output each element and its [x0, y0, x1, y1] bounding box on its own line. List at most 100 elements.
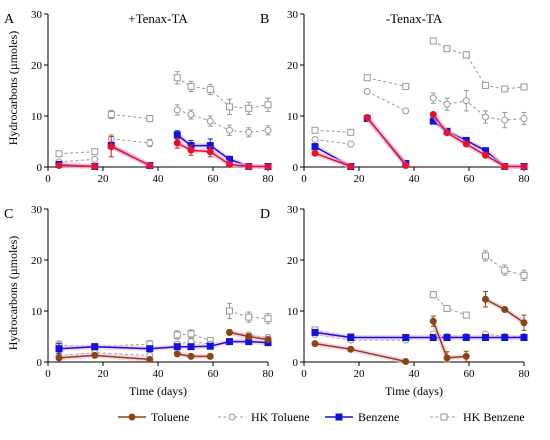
legend-item-toluene: Toluene [118, 410, 189, 424]
legend-label: HK Benzene [463, 410, 525, 424]
data-point [146, 345, 154, 353]
data-point [443, 129, 451, 137]
x-tick-label: 40 [153, 368, 165, 380]
data-point [245, 104, 253, 112]
data-point [443, 45, 451, 53]
data-point [347, 334, 355, 342]
panel-title: +Tenax-TA [128, 11, 188, 26]
data-point [462, 97, 470, 105]
data-point [311, 143, 319, 151]
x-axis-label-left: Time (days) [129, 384, 187, 398]
data-point [206, 85, 214, 93]
data-point [347, 128, 355, 136]
y-axis-label-top: Hydrocarbons (µmoles) [6, 31, 20, 146]
series-line [314, 139, 351, 145]
data-point [429, 334, 437, 342]
data-point [173, 331, 181, 339]
data-point [429, 291, 437, 299]
data-point [187, 330, 195, 338]
y-tick-label: 20 [287, 255, 299, 267]
legend-label: Toluene [151, 410, 189, 424]
x-tick-label: 80 [263, 368, 275, 380]
series-line [111, 114, 150, 120]
data-point [187, 352, 195, 360]
panel-title: -Tenax-TA [386, 11, 443, 26]
data-point [520, 83, 528, 91]
x-tick-label: 20 [354, 368, 366, 380]
x-tick-label: 0 [301, 173, 307, 185]
data-point [107, 143, 115, 151]
series-benzene [311, 328, 528, 342]
y-tick-label: 10 [31, 306, 43, 318]
data-point [264, 315, 272, 323]
x-tick-label: 40 [153, 173, 165, 185]
data-point [245, 333, 253, 340]
data-point [501, 162, 509, 170]
data-point [443, 354, 451, 362]
series-line [432, 294, 467, 316]
panel-c: C 0 10 20 30 0 20 40 60 80 [4, 204, 274, 380]
data-point [226, 160, 233, 168]
series-line [58, 158, 95, 163]
legend-item-hk-toluene: HK Toluene [218, 410, 310, 424]
data-point [264, 101, 272, 109]
panels: A +Tenax-TA 0 10 20 30 0 20 40 60 80 B -Tenax-TA 0 10 2… [4, 9, 530, 380]
data-point [264, 162, 272, 170]
series-line [58, 164, 95, 168]
data-point [501, 116, 509, 124]
y-tick-label: 0 [37, 162, 43, 174]
x-axis-label-right: Time (days) [385, 384, 443, 398]
data-point [187, 82, 195, 90]
x-tick-label: 40 [409, 368, 421, 380]
data-point [402, 334, 410, 342]
series-hk-toluene [55, 104, 272, 166]
series-line [367, 91, 407, 112]
panel-letter: A [4, 12, 15, 27]
series-line [366, 117, 407, 166]
data-point [245, 128, 253, 136]
data-point [187, 110, 195, 118]
data-point [462, 140, 470, 148]
x-tick-label: 20 [98, 368, 110, 380]
data-point [264, 336, 272, 344]
x-tick-label: 80 [519, 368, 531, 380]
y-tick-label: 20 [31, 60, 43, 72]
legend-marker [440, 413, 448, 421]
data-point [311, 126, 319, 134]
data-point [520, 162, 528, 170]
data-point [91, 351, 99, 359]
data-point [482, 81, 489, 89]
series-toluene [311, 110, 528, 170]
y-axis-label-bottom: Hydrocarbons (µmoles) [6, 236, 20, 351]
data-point [146, 161, 154, 169]
data-point [520, 334, 528, 342]
series-benzene [55, 338, 272, 355]
x-tick-label: 20 [98, 173, 110, 185]
x-tick-label: 80 [263, 173, 275, 185]
data-point [311, 135, 319, 143]
data-point [501, 305, 509, 313]
y-tick-label: 0 [293, 357, 299, 369]
data-point [173, 74, 181, 82]
data-point [443, 334, 451, 342]
data-point [402, 161, 410, 169]
y-tick-label: 0 [37, 357, 43, 369]
x-tick-label: 60 [208, 173, 220, 185]
x-tick-label: 40 [409, 173, 421, 185]
data-point [429, 37, 437, 45]
data-point [173, 139, 181, 147]
series-line [58, 151, 95, 155]
data-point [206, 117, 214, 125]
series-line [111, 138, 150, 144]
data-point [520, 271, 528, 279]
data-point [501, 85, 509, 93]
data-point [146, 115, 154, 123]
data-point [187, 146, 195, 154]
panel-letter: B [260, 12, 269, 27]
data-point [482, 113, 489, 121]
data-point [55, 354, 63, 362]
x-tick-label: 60 [464, 368, 476, 380]
data-point [226, 338, 233, 346]
x-tick-label: 0 [301, 368, 307, 380]
series-hk-toluene [311, 88, 528, 148]
